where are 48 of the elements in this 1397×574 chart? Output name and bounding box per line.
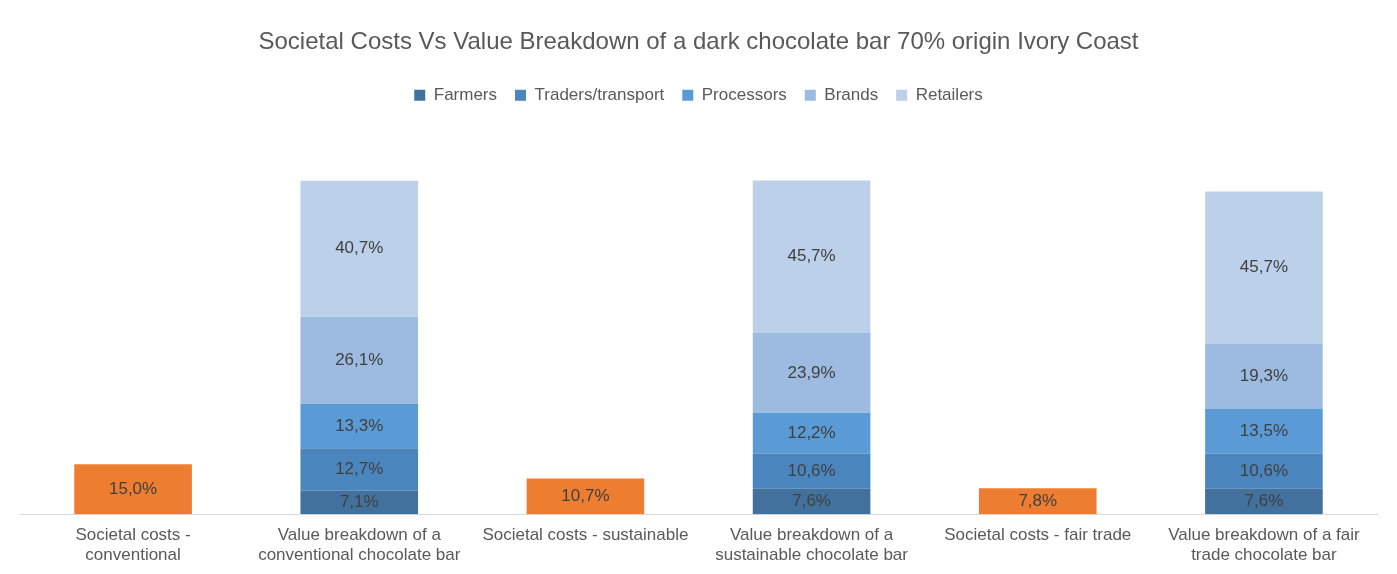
data-label: 7,1% (339, 492, 379, 512)
data-label: 13,3% (335, 415, 384, 435)
data-label: 45,7% (787, 246, 836, 266)
chart-title: Societal Costs Vs Value Breakdown of a dark chocolate bar 70% origin Ivory Coast (258, 27, 1139, 55)
data-label: 12,2% (787, 422, 836, 442)
legend-label: Brands (824, 84, 879, 104)
data-label: 10,6% (787, 460, 836, 480)
data-label: 26,1% (335, 349, 384, 369)
bar (300, 490, 419, 515)
x-tick-label: Value breakdown of a sustainable chocolate bar (715, 525, 909, 565)
bar (752, 488, 871, 515)
bar (526, 478, 645, 515)
x-tick-label: Societal costs - conventional (75, 525, 191, 565)
bar (1205, 488, 1323, 515)
legend-label: Retailers (915, 84, 983, 104)
x-tick-label: Societal costs - fair trade (944, 525, 1132, 545)
data-label: 10,7% (561, 486, 610, 506)
bar (300, 448, 419, 491)
legend-label: Traders/transport (534, 84, 665, 104)
bar (300, 180, 419, 317)
data-label: 19,3% (1239, 365, 1289, 385)
bar (300, 316, 419, 404)
bar (1205, 344, 1323, 409)
bar (300, 403, 419, 449)
x-tick-label: Value breakdown of a fair trade chocolate bar (1168, 525, 1361, 565)
data-label: 23,9% (787, 362, 836, 382)
data-label: 40,7% (335, 238, 384, 258)
bar (1205, 191, 1323, 345)
bar (74, 464, 192, 515)
bar (752, 333, 871, 413)
x-tick-label: Societal costs - sustainable (482, 525, 689, 545)
data-label: 15,0% (108, 478, 158, 498)
bar (752, 180, 871, 334)
data-label: 7,8% (1018, 490, 1058, 510)
data-label: 13,5% (1239, 420, 1289, 440)
bar (752, 412, 871, 454)
bar (752, 453, 871, 489)
legend-label: Processors (701, 84, 787, 104)
bar (978, 488, 1097, 515)
data-label: 45,7% (1239, 257, 1289, 277)
bar (1205, 453, 1323, 489)
data-label: 12,7% (335, 459, 384, 479)
bar (1205, 408, 1323, 454)
x-tick-label: Value breakdown of a conventional chocolate bar (258, 525, 461, 565)
data-label: 10,6% (1239, 460, 1289, 480)
data-label: 7,6% (1244, 491, 1284, 511)
legend-label: Farmers (433, 84, 498, 104)
data-label: 7,6% (792, 491, 831, 511)
